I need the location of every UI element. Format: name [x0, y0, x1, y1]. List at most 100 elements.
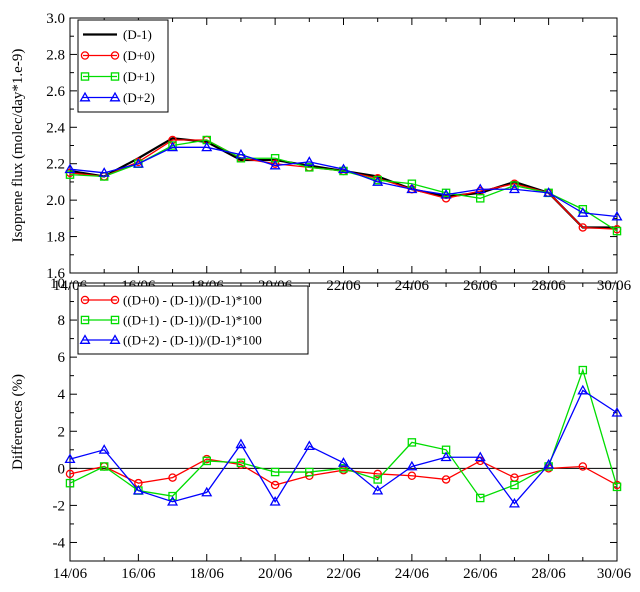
data-point [202, 456, 211, 466]
data-point [543, 187, 555, 197]
data-point [372, 176, 384, 186]
data-point [64, 453, 76, 464]
series-0 [69, 137, 617, 229]
x-tick-label: 30/06 [597, 278, 632, 294]
legend-marker [110, 315, 120, 325]
data-point [510, 480, 519, 490]
y-tick-label: 6 [58, 350, 66, 366]
data-point [270, 467, 280, 477]
data-point [475, 194, 485, 203]
data-point [236, 458, 246, 468]
series-line [69, 458, 618, 486]
y-tick-label: 0 [58, 461, 66, 477]
x-tick-label: 30/06 [597, 566, 632, 582]
y-tick-label: 1.8 [46, 230, 65, 246]
data-point [132, 484, 144, 495]
data-point [305, 163, 314, 172]
data-point [98, 444, 110, 454]
legend-marker [110, 295, 120, 305]
series-line [69, 139, 618, 230]
y-tick-label: -2 [53, 498, 66, 514]
legend-marker [80, 315, 90, 325]
series-line [69, 367, 618, 499]
legend-label: ((D+0) - (D-1))/(D-1)*100 [123, 293, 262, 308]
y-tick-label: 8 [58, 313, 66, 329]
legend: (D-1) (D+0) (D+1) (D+2) [77, 19, 169, 113]
data-point [65, 478, 75, 488]
data-point [578, 365, 588, 375]
legend-label: (D+0) [123, 48, 155, 63]
data-point [235, 148, 247, 159]
data-point [578, 223, 588, 232]
legend-marker [79, 91, 91, 102]
data-point [474, 451, 486, 462]
data-point [612, 482, 622, 492]
x-tick-label: 16/06 [121, 566, 156, 582]
x-tick-label: 24/06 [395, 566, 430, 582]
legend-marker [110, 72, 120, 81]
data-point [99, 462, 109, 471]
data-point [64, 163, 76, 174]
y-axis-title: Isoprene flux (molec/day*1.e-9) [10, 49, 26, 243]
data-point [612, 226, 622, 236]
data-point [407, 438, 417, 447]
legend-label: ((D+2) - (D-1))/(D-1)*100 [123, 333, 262, 348]
data-point [98, 167, 110, 177]
legend-marker [80, 72, 90, 81]
y-axis-title: Differences (%) [10, 374, 26, 470]
data-point [167, 141, 179, 152]
data-point [303, 156, 315, 166]
data-point [201, 141, 213, 152]
y-tick-label: 2.0 [46, 193, 65, 209]
data-point [406, 183, 418, 194]
data-point [440, 451, 452, 462]
legend-label: (D+2) [123, 90, 155, 105]
legend-label: (D+1) [123, 69, 155, 84]
y-tick-label: 2.4 [46, 120, 65, 136]
y-tick-label: 2.2 [46, 157, 65, 173]
series-line [69, 389, 618, 505]
chart-top-isoprene-flux: 1.61.82.02.22.42.62.83.014/0616/0618/062… [10, 11, 632, 294]
y-tick-label: 2.6 [46, 84, 65, 100]
y-tick-label: 2 [58, 424, 66, 440]
data-point [339, 464, 348, 473]
data-point [611, 407, 623, 417]
data-point [372, 484, 384, 495]
data-point [269, 159, 281, 170]
data-point [475, 493, 485, 503]
data-point [269, 495, 281, 506]
legend-marker [109, 91, 121, 102]
data-point [441, 475, 451, 484]
legend-marker [109, 334, 121, 344]
series-line [69, 139, 618, 232]
x-tick-label: 26/06 [463, 566, 498, 582]
y-tick-label: 4 [58, 387, 66, 403]
legend: ((D+0) - (D-1))/(D-1)*100 ((D+1) - (D-1))… [77, 285, 309, 355]
data-point [337, 457, 350, 467]
data-point [577, 207, 589, 217]
data-point [303, 440, 315, 451]
data-point [611, 210, 623, 221]
data-point [508, 183, 520, 194]
y-tick-label: 3.0 [46, 11, 65, 27]
data-point [168, 473, 177, 482]
series-2 [64, 384, 623, 508]
x-tick-label: 28/06 [532, 566, 567, 582]
data-point [132, 158, 144, 168]
data-point [305, 467, 314, 477]
data-point [407, 179, 417, 188]
legend-marker [110, 51, 120, 60]
data-point [168, 491, 177, 501]
data-point [65, 469, 75, 479]
data-point [577, 384, 589, 395]
x-tick-label: 18/06 [190, 566, 225, 582]
x-tick-label: 14/06 [53, 566, 88, 582]
legend-label: ((D+1) - (D-1))/(D-1)*100 [123, 313, 262, 328]
data-point [508, 497, 520, 508]
legend-marker [79, 334, 91, 344]
series-line [69, 146, 618, 218]
data-point [201, 486, 213, 497]
legend-marker [80, 51, 90, 60]
x-tick-label: 22/06 [326, 566, 361, 582]
y-tick-label: 2.8 [46, 47, 65, 63]
